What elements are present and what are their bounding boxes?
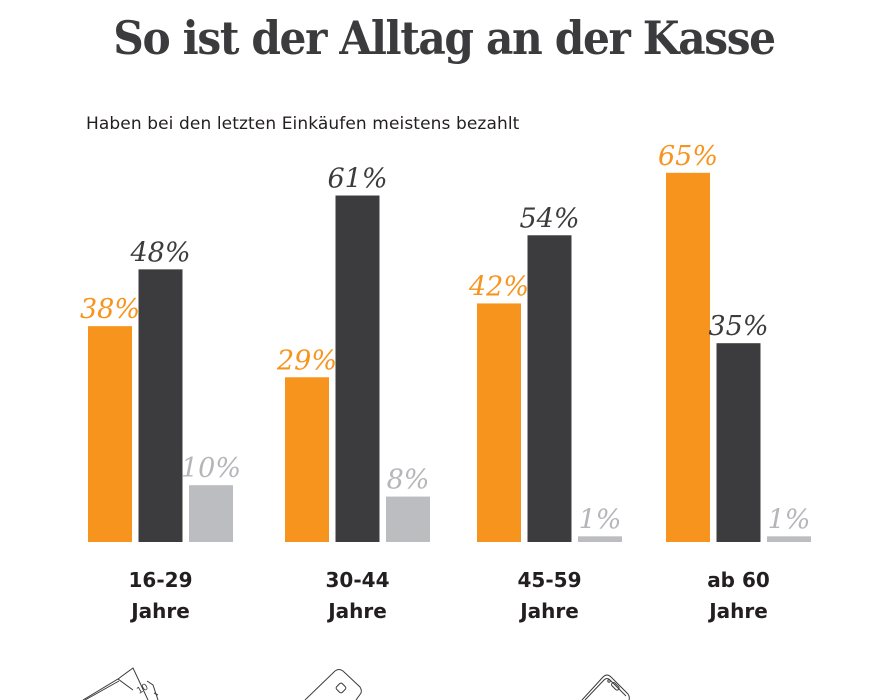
bar-cash xyxy=(88,326,132,542)
bar-value-label: 8% xyxy=(387,465,430,496)
banknotes-icon: 10 xyxy=(82,667,159,700)
bar-cash xyxy=(666,172,710,543)
card-outline xyxy=(304,669,362,700)
banknote-edge xyxy=(146,680,159,700)
bar-value-label: 35% xyxy=(708,311,768,342)
bar-value-label: 61% xyxy=(327,164,387,195)
page-title: So ist der Alltag an der Kasse xyxy=(113,11,776,65)
bank-card-icon xyxy=(304,669,362,700)
category-label-line1: ab 60 xyxy=(707,568,770,592)
payment-icons: 10 xyxy=(82,667,630,700)
bar-group: 65% 35% 1% ab 60 Jahre xyxy=(658,141,811,623)
bar-cash xyxy=(477,303,521,542)
phone-speaker xyxy=(611,682,620,691)
bar-group: 42% 54% 1% 45-59 Jahre xyxy=(468,203,622,623)
bar-group: 38% 48% 10% 16-29 Jahre xyxy=(80,237,241,623)
category-label-line2: Jahre xyxy=(129,599,190,623)
category-label-line2: Jahre xyxy=(518,599,579,623)
card-chip xyxy=(335,682,347,694)
chart-subtitle: Haben bei den letzten Einkäufen meistens… xyxy=(86,114,520,134)
bar-group: 29% 61% 8% 30-44 Jahre xyxy=(276,164,430,623)
bar-mobile xyxy=(189,485,233,542)
banknote-edge-2 xyxy=(153,692,159,696)
bar-mobile xyxy=(386,496,430,542)
bar-value-label: 48% xyxy=(129,237,190,268)
smartphone-icon xyxy=(581,674,630,700)
bar-card xyxy=(527,235,572,542)
banknote-front-outline xyxy=(117,667,149,700)
bar-cash xyxy=(285,377,329,542)
bar-value-label: 10% xyxy=(181,453,241,484)
bar-value-label: 42% xyxy=(468,271,529,302)
bar-value-label: 54% xyxy=(519,203,579,234)
phone-outline xyxy=(581,674,630,700)
category-label-line2: Jahre xyxy=(326,599,387,623)
category-label-line1: 45-59 xyxy=(518,568,582,592)
banknote-denomination: 10 xyxy=(135,682,150,697)
bar-card xyxy=(335,195,380,542)
bar-value-label: 1% xyxy=(768,504,811,535)
category-label-line2: Jahre xyxy=(707,599,768,623)
bar-card xyxy=(138,269,183,542)
phone-camera xyxy=(607,679,611,683)
bar-value-label: 65% xyxy=(658,141,718,172)
bar-mobile xyxy=(767,536,811,542)
banknote-middle-outline xyxy=(84,680,120,700)
bar-value-label: 1% xyxy=(579,504,622,535)
category-label-line1: 16-29 xyxy=(129,568,193,592)
bar-mobile xyxy=(578,536,622,542)
bar-value-label: 29% xyxy=(276,345,337,376)
bar-card xyxy=(716,343,761,542)
bar-value-label: 38% xyxy=(80,294,140,325)
category-label-line1: 30-44 xyxy=(326,568,390,592)
